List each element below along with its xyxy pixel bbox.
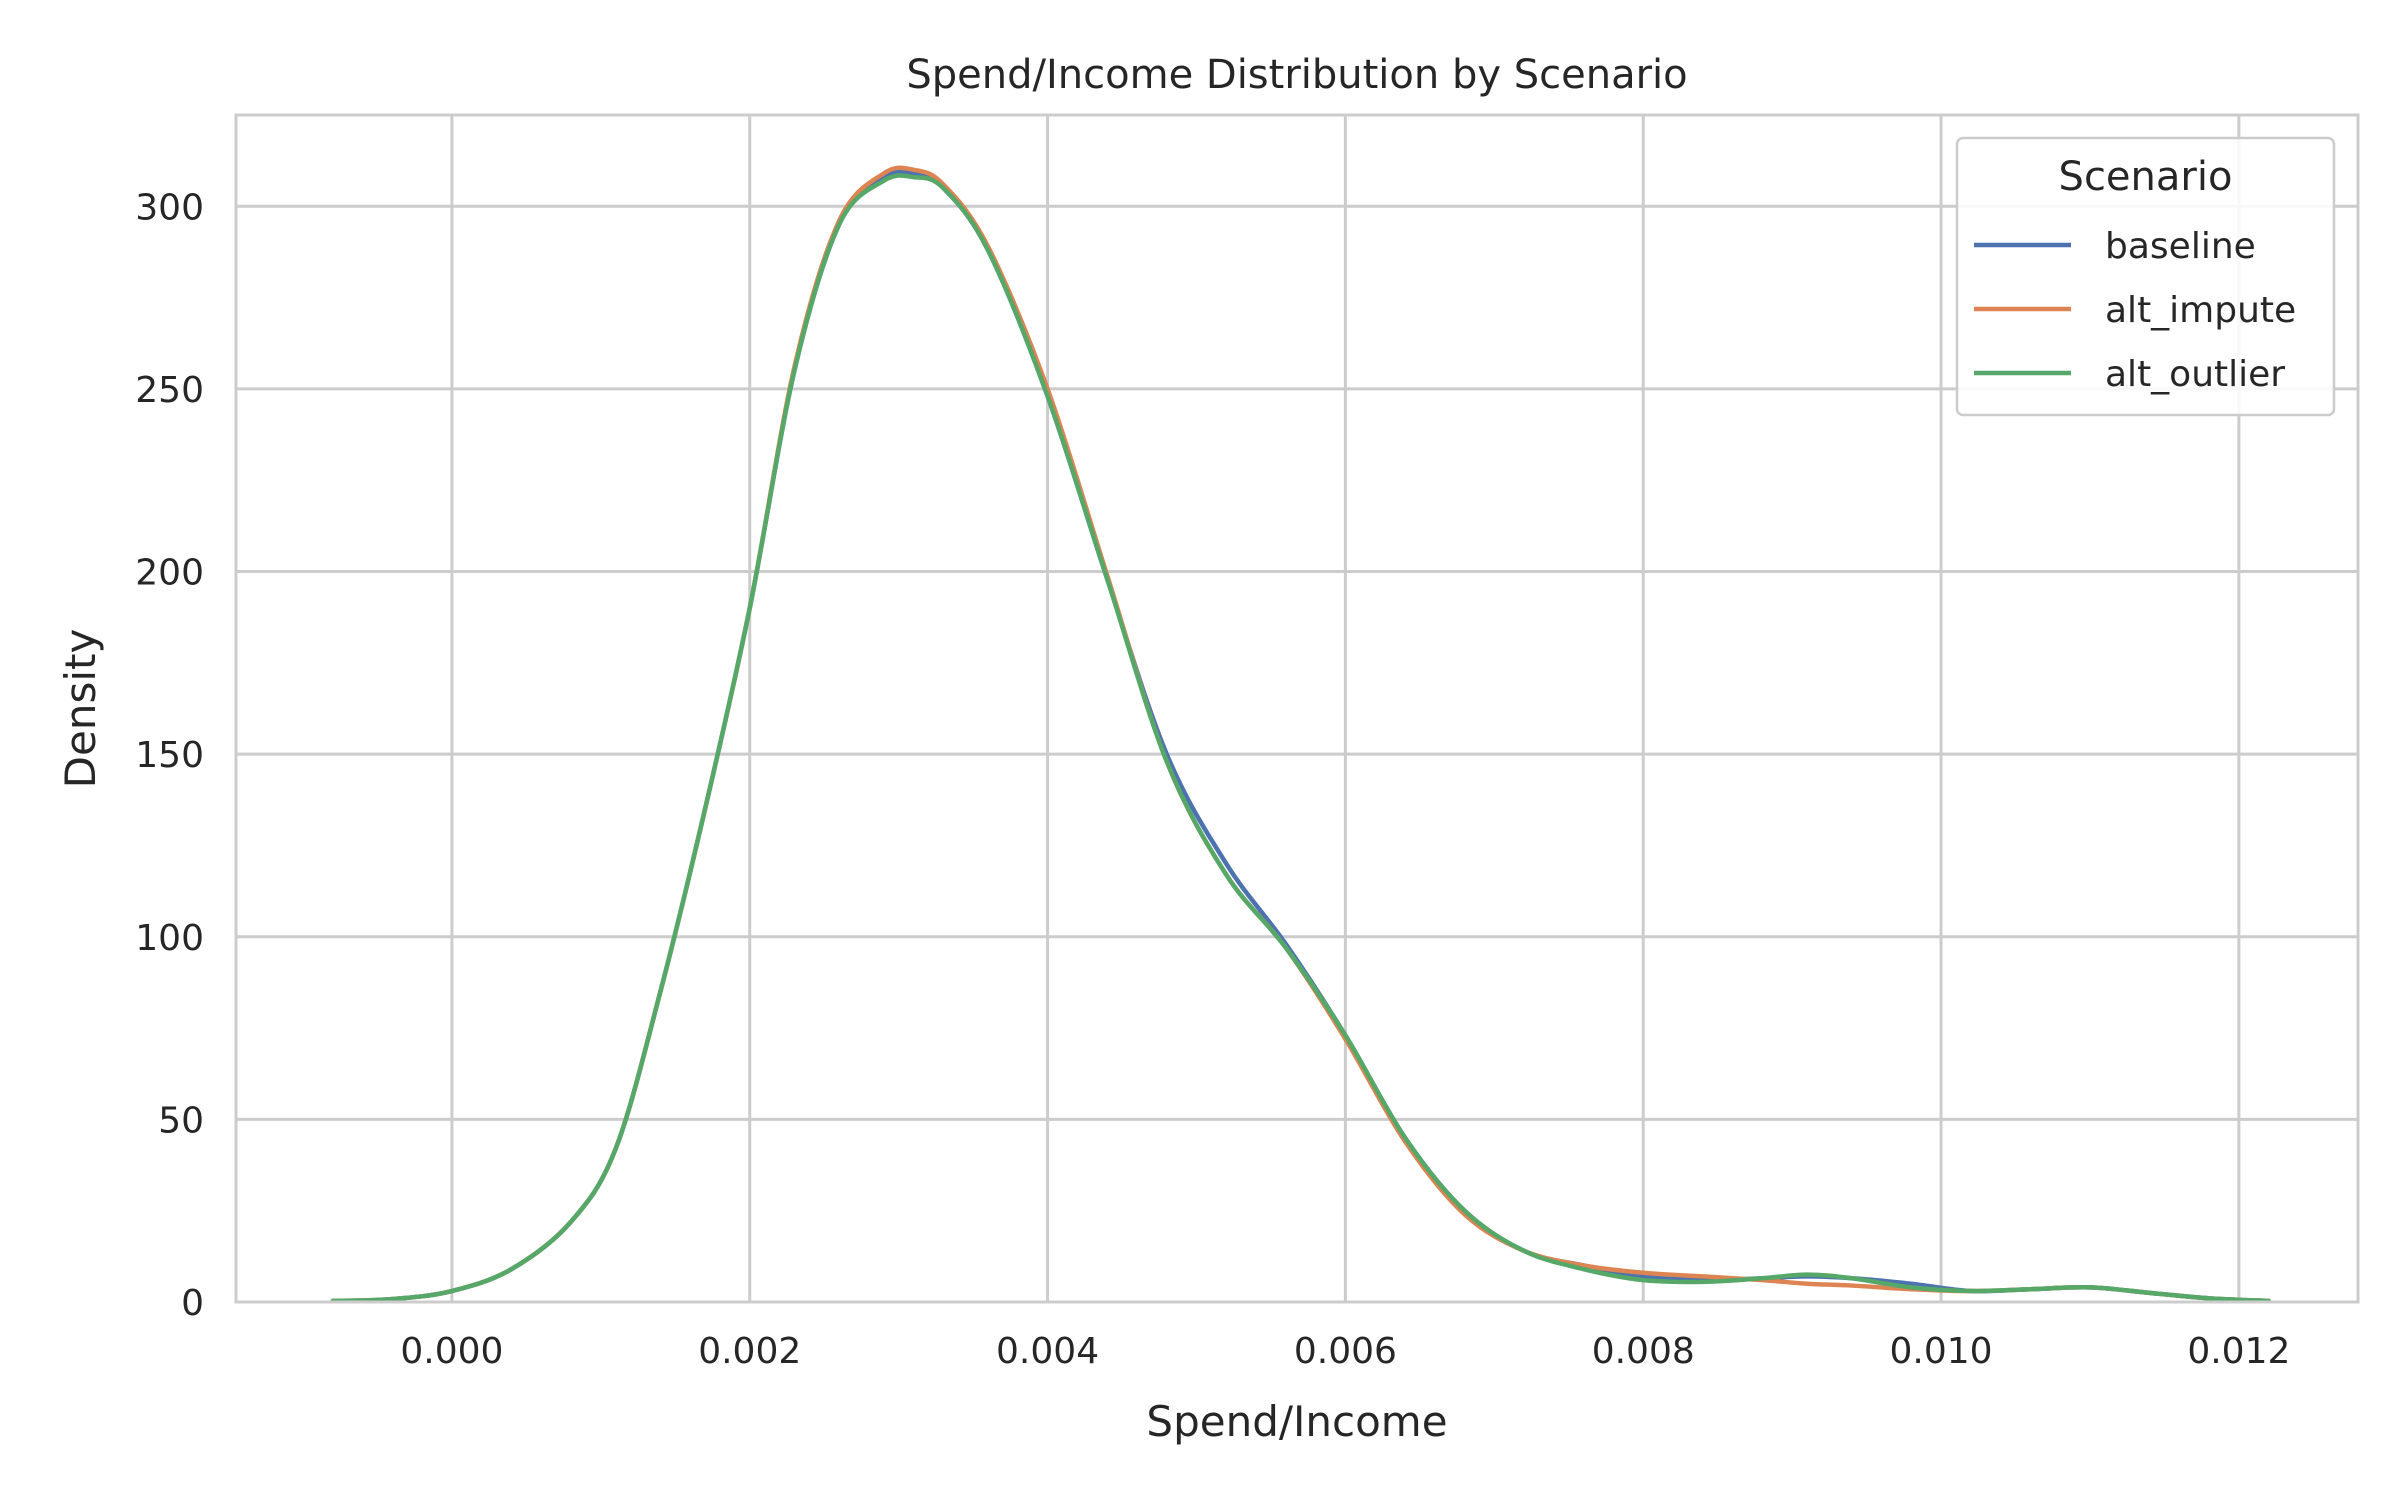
x-tick-label: 0.000 [400,1331,503,1372]
y-tick-label: 250 [135,370,204,411]
y-tick-label: 200 [135,553,204,594]
x-tick-label: 0.006 [1294,1331,1397,1372]
chart-title: Spend/Income Distribution by Scenario [906,52,1687,98]
legend: Scenario baseline alt_impute alt_outlier [1955,136,2336,417]
legend-items: baseline alt_impute alt_outlier [1974,226,2296,395]
y-tick-label: 300 [135,187,204,228]
legend-title: Scenario [2059,154,2233,200]
x-tick-label: 0.004 [996,1331,1099,1372]
y-tick-label: 150 [135,735,204,776]
y-tick-label: 0 [181,1283,204,1324]
x-axis-label: Spend/Income [1146,1397,1447,1446]
y-axis-label: Density [56,629,105,789]
x-tick-label: 0.010 [1890,1331,1993,1372]
legend-label: baseline [2105,226,2256,267]
x-tick-label: 0.012 [2187,1331,2290,1372]
y-tick-label: 50 [158,1100,204,1141]
x-tick-label: 0.008 [1592,1331,1695,1372]
legend-label: alt_outlier [2105,354,2285,395]
y-tick-label: 100 [135,918,204,959]
x-tick-labels: 0.000 0.002 0.004 0.006 0.008 0.010 0.012 [400,1331,2290,1372]
legend-box [1955,136,2336,417]
series-lines [330,165,2271,1304]
y-tick-labels: 0 50 100 150 200 250 300 [135,187,204,1324]
x-tick-label: 0.002 [698,1331,801,1372]
series-line-alt-outlier [330,173,2271,1304]
plot-frame [234,113,2360,1304]
legend-label: alt_impute [2105,290,2296,331]
